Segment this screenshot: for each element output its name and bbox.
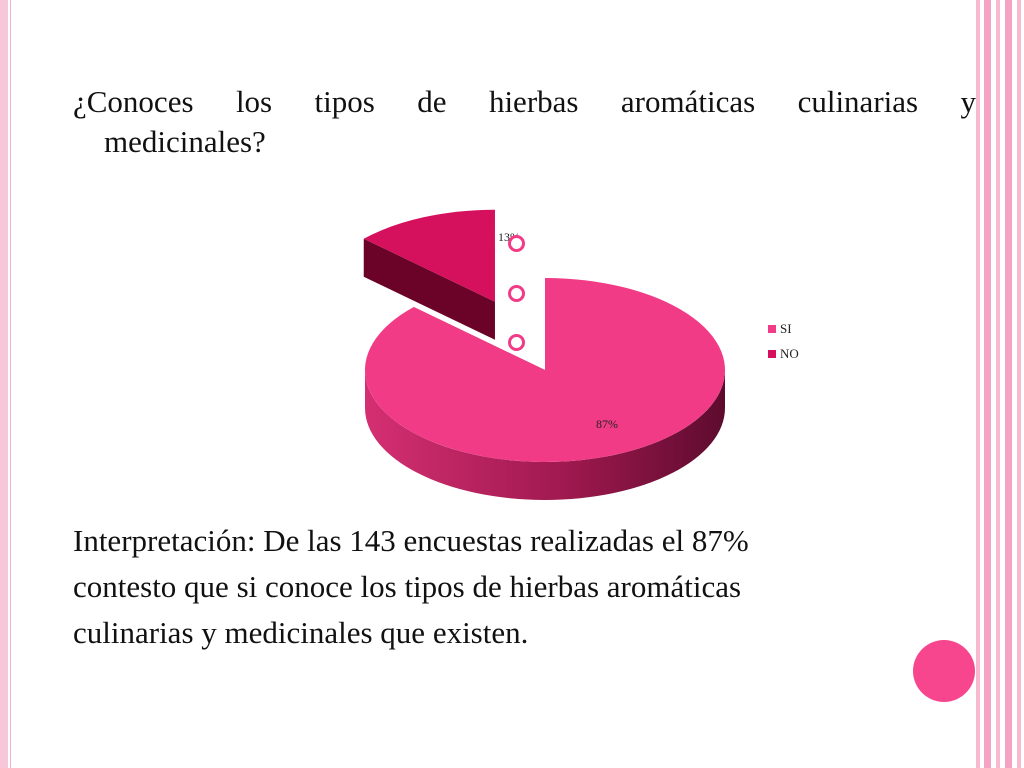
interpretation-line-1: Interpretación: De las 143 encuestas rea… xyxy=(73,523,749,558)
interpretation-text: Interpretación: De las 143 encuestas rea… xyxy=(73,518,953,656)
legend-label-no: NO xyxy=(780,346,799,361)
decorative-circle xyxy=(913,640,975,702)
bullet-ring-icon xyxy=(508,235,525,252)
slice-no xyxy=(363,209,495,302)
slice-si xyxy=(364,278,725,462)
right-border-stripe xyxy=(1017,0,1021,768)
question-line-2: medicinales? xyxy=(104,124,266,159)
interpretation-line-2: contesto que si conoce los tipos de hier… xyxy=(73,569,742,604)
slice-si-side xyxy=(365,370,725,500)
right-border-stripe xyxy=(996,0,1000,768)
bullet-ring-icon xyxy=(508,334,525,351)
interpretation-line-3: culinarias y medicinales que existen. xyxy=(73,615,529,650)
legend-label-si: SI xyxy=(780,321,792,336)
slice-si-label: 87% xyxy=(596,417,618,431)
left-border-line xyxy=(10,0,11,768)
legend-swatch-no xyxy=(768,350,776,358)
legend-swatch-si xyxy=(768,325,776,333)
bullet-ring-icon xyxy=(508,285,525,302)
slice-no-side xyxy=(363,238,495,340)
left-border-band xyxy=(0,0,8,768)
right-border-stripe xyxy=(984,0,991,768)
question-line-1: ¿Conoces los tipos de hierbas aromáticas… xyxy=(73,84,976,119)
right-border-stripe xyxy=(976,0,980,768)
right-border-stripe xyxy=(1005,0,1012,768)
